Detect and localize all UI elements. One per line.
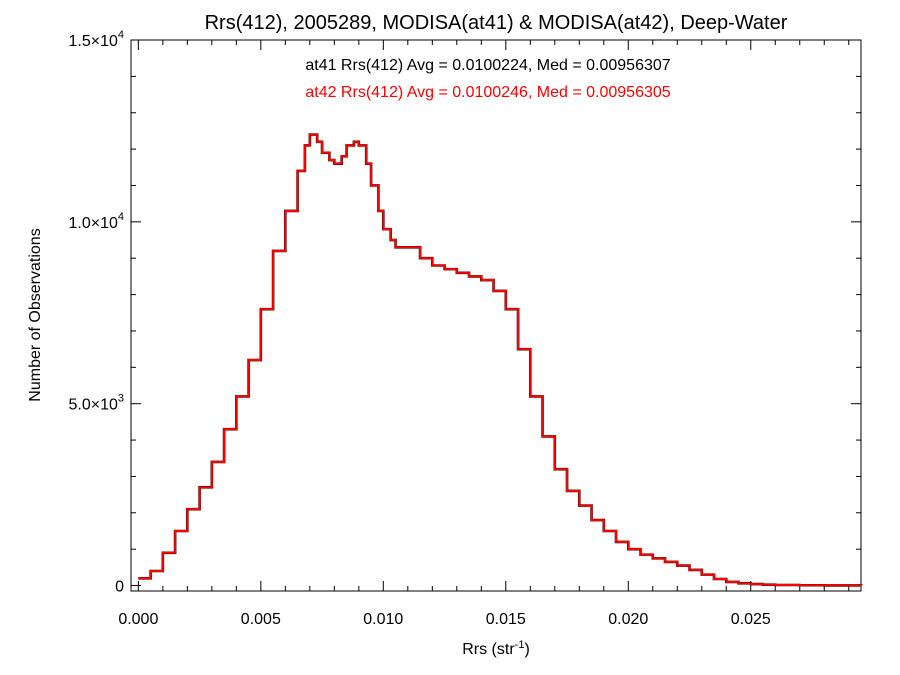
x-axis-label-suffix: ) (524, 641, 529, 658)
y-tick-label: 1.5×104 (68, 29, 124, 50)
y-tick-label-exponent: 4 (118, 211, 124, 223)
y-tick-label-mantissa: 5.0×10 (68, 397, 117, 414)
series-at42-line (138, 133, 862, 587)
y-tick-label-mantissa: 1.0×10 (68, 215, 117, 232)
x-tick-label: 0.025 (731, 611, 771, 628)
annotation-at42: at42 Rrs(412) Avg = 0.0100246, Med = 0.0… (305, 84, 670, 101)
x-axis-label-main: Rrs (str (462, 641, 515, 658)
x-tick-labels: 0.000 0.005 0.010 0.015 0.020 0.025 (118, 611, 771, 628)
chart-title: Rrs(412), 2005289, MODISA(at41) & MODISA… (205, 12, 788, 34)
x-axis-label: Rrs (str-1) (462, 639, 530, 658)
y-tick-label-mantissa: 0 (115, 579, 124, 596)
x-tick-label: 0.015 (486, 611, 526, 628)
y-axis-label: Number of Observations (27, 228, 44, 401)
x-tick-label: 0.010 (363, 611, 403, 628)
x-tick-label: 0.000 (118, 611, 158, 628)
axis-ticks (131, 39, 861, 591)
annotation-at41: at41 Rrs(412) Avg = 0.0100224, Med = 0.0… (305, 57, 670, 74)
y-tick-label-exponent: 4 (118, 29, 124, 41)
y-tick-label: 1.0×104 (68, 211, 124, 232)
x-axis-label-sup: -1 (515, 639, 525, 651)
y-tick-label-exponent: 3 (118, 393, 124, 405)
x-tick-label: 0.005 (241, 611, 281, 628)
x-tick-label: 0.020 (608, 611, 648, 628)
histogram-series (138, 133, 863, 587)
y-tick-label: 0 (115, 579, 124, 596)
y-tick-label: 5.0×103 (68, 393, 124, 414)
y-tick-label-mantissa: 1.5×10 (68, 33, 117, 50)
plot-frame (130, 39, 862, 592)
